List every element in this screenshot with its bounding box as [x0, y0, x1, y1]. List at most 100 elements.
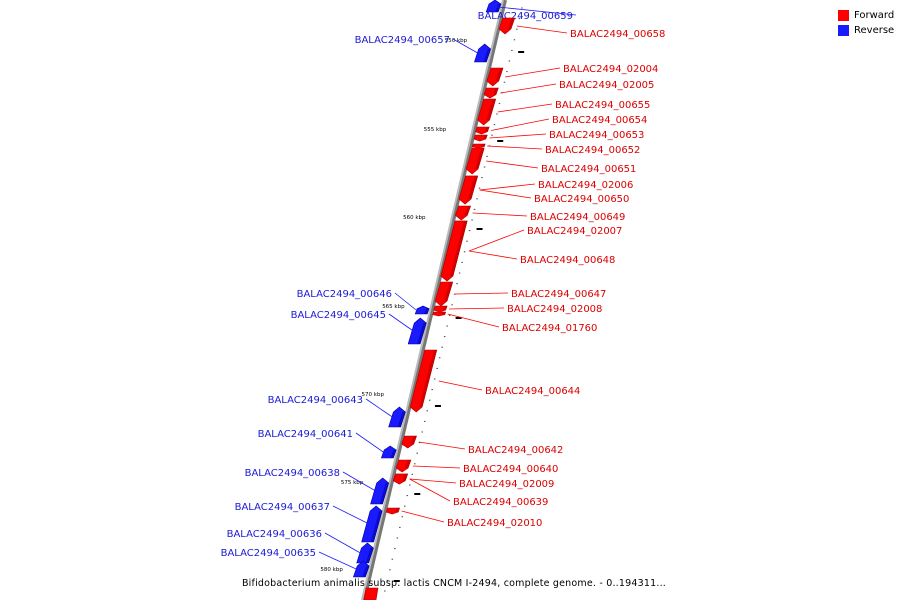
leader-balac2494-00658: [516, 25, 568, 34]
gene-shade-balac2494-00659: [495, 4, 501, 12]
gene-shade-balac2494-00648: [449, 221, 468, 276]
gene-balac2494-00637: [361, 505, 383, 543]
leader-balac2494-00650: [479, 189, 532, 199]
leader-balac2494-02010: [401, 510, 445, 523]
tick-label: 580 kbp: [320, 567, 343, 573]
gene-shade-balac2494-01760: [441, 312, 446, 315]
gene-label-balac2494-02008: BALAC2494_02008: [507, 304, 602, 315]
gene-label-balac2494-02005: BALAC2494_02005: [559, 80, 654, 91]
backbone: [361, 0, 504, 600]
leader-balac2494-02004: [504, 67, 561, 78]
leader-balac2494-00642: [418, 441, 466, 450]
gene-shade-balac2494-00636: [365, 548, 374, 563]
leader-balac2494-00647: [454, 292, 509, 295]
leader-balac2494-00635: [318, 551, 357, 570]
leader-balac2494-00645: [388, 313, 414, 332]
gene-shade-balac2494-00645: [417, 323, 427, 344]
leader-balac2494-00648: [468, 250, 518, 260]
gene-shade-balac2494-00638: [379, 483, 389, 504]
leader-balac2494-00646: [394, 292, 417, 311]
gene-label-balac2494-00649: BALAC2494_00649: [530, 212, 625, 223]
leader-balac2494-00657: [452, 38, 478, 54]
legend-forward-label: Forward: [854, 10, 895, 21]
tick-label: 570 kbp: [362, 392, 385, 398]
leader-balac2494-01760: [447, 313, 500, 328]
tick-label: 560 kbp: [403, 215, 426, 221]
gene-label-balac2494-00648: BALAC2494_00648: [520, 255, 615, 266]
leader-balac2494-00659: [487, 5, 577, 16]
gene-label-balac2494-00643: BALAC2494_00643: [268, 395, 363, 406]
reverse-swatch: [838, 25, 849, 36]
gene-label-balac2494-00642: BALAC2494_00642: [468, 445, 563, 456]
gene-label-balac2494-00657: BALAC2494_00657: [355, 35, 450, 46]
gene-label-balac2494-00640: BALAC2494_00640: [463, 464, 558, 475]
gene-label-balac2494-00650: BALAC2494_00650: [534, 194, 629, 205]
gene-shade-balac2494-00643: [397, 412, 406, 427]
gene-shade-balac2494-02008: [442, 306, 448, 310]
gene-label-balac2494-02006: BALAC2494_02006: [538, 180, 633, 191]
gene-shade-balac2494-00651: [475, 148, 485, 169]
leader-balac2494-02009: [409, 478, 457, 484]
gene-label-balac2494-00654: BALAC2494_00654: [552, 115, 647, 126]
leader-balac2494-00649: [472, 212, 528, 217]
gene-shade-balac2494-00650: [468, 176, 478, 199]
leader-balac2494-00651: [486, 160, 539, 169]
gene-shade-balac2494-00654: [484, 127, 490, 132]
leader-balac2494-00641: [355, 432, 384, 453]
gene-partial-bottom: [363, 587, 379, 600]
legend-reverse-label: Reverse: [854, 25, 895, 36]
gene-shade-balac2494-00655: [486, 99, 496, 120]
leader-balac2494-00644: [438, 380, 483, 391]
gene-shade-balac2494-00646: [424, 308, 430, 314]
tick-label: 565 kbp: [382, 304, 405, 310]
gene-label-balac2494-00655: BALAC2494_00655: [555, 100, 650, 111]
gene-shade-balac2494-00639: [402, 474, 408, 481]
map-caption: Bifidobacterium animalis subsp. lactis C…: [241, 578, 667, 589]
gene-shade-balac2494-02005: [492, 88, 499, 95]
gene-shade-balac2494-00653: [482, 135, 488, 139]
gene-shade-balac2494-00658: [508, 18, 515, 29]
leader-balac2494-00653: [489, 133, 547, 139]
gene-label-balac2494-00641: BALAC2494_00641: [258, 429, 353, 440]
gene-shade-balac2494-00649: [464, 206, 471, 216]
gene-label-balac2494-00653: BALAC2494_00653: [549, 130, 644, 141]
gene-label-balac2494-00647: BALAC2494_00647: [511, 289, 606, 300]
leader-balac2494-00636: [324, 532, 361, 554]
gene-label-balac2494-00637: BALAC2494_00637: [235, 502, 330, 513]
leader-balac2494-00640: [412, 465, 461, 469]
leader-balac2494-00655: [497, 103, 553, 113]
leader-balac2494-02007: [468, 229, 525, 252]
leader-balac2494-00654: [491, 118, 550, 131]
gene-label-balac2494-00644: BALAC2494_00644: [485, 386, 580, 397]
gene-shade-balac2494-00647: [444, 282, 453, 301]
gene-shade-balac2494-00657: [483, 49, 491, 62]
gene-shade-balac2494-00642: [410, 436, 417, 444]
leader-balac2494-02005: [500, 83, 557, 94]
leader-balac2494-00638: [342, 471, 376, 492]
gene-label-balac2494-02009: BALAC2494_02009: [459, 479, 554, 490]
gene-shade-balac2494-00652: [481, 144, 486, 147]
gene-label-balac2494-02010: BALAC2494_02010: [447, 518, 542, 529]
gene-shade-balac2494-02010: [395, 508, 400, 512]
gene-label-balac2494-00659: BALAC2494_00659: [478, 11, 573, 22]
gene-label-balac2494-00651: BALAC2494_00651: [541, 164, 636, 175]
gene-label-balac2494-00645: BALAC2494_00645: [291, 310, 386, 321]
legend-reverse: Reverse: [838, 25, 894, 36]
gene-shade-balac2494-00635: [362, 566, 370, 577]
forward-swatch: [838, 10, 849, 21]
gene-shade-balac2494-00641: [390, 450, 397, 458]
gene-shade-balac2494-00644: [419, 350, 437, 407]
gene-shade-balac2494-00637: [370, 511, 383, 542]
gene-label-balac2494-00638: BALAC2494_00638: [245, 468, 340, 479]
gene-label-balac2494-00635: BALAC2494_00635: [221, 548, 316, 559]
tick-label: 575 kbp: [341, 480, 364, 486]
gene-label-balac2494-00636: BALAC2494_00636: [227, 529, 322, 540]
gene-label-balac2494-00639: BALAC2494_00639: [453, 497, 548, 508]
gene-shade-balac2494-00640: [405, 460, 411, 468]
leader-balac2494-02006: [479, 183, 536, 191]
gene-label-balac2494-00652: BALAC2494_00652: [545, 145, 640, 156]
leader-balac2494-00637: [332, 505, 370, 525]
gene-shade-balac2494-02004: [495, 68, 504, 81]
leader-balac2494-02008: [449, 307, 505, 310]
